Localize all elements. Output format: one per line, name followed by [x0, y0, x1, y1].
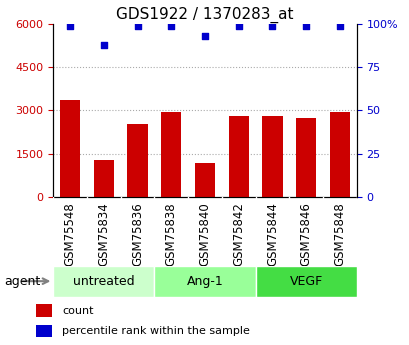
Bar: [36, 304, 52, 317]
Bar: [228, 116, 248, 197]
Bar: [94, 159, 114, 197]
Bar: [255, 266, 356, 297]
Title: GDS1922 / 1370283_at: GDS1922 / 1370283_at: [116, 7, 293, 23]
Point: [201, 33, 208, 39]
Text: GSM75842: GSM75842: [231, 202, 245, 266]
Text: count: count: [62, 306, 93, 315]
Text: percentile rank within the sample: percentile rank within the sample: [62, 326, 249, 336]
Bar: [154, 266, 255, 297]
Bar: [127, 124, 147, 197]
Point: [336, 23, 342, 29]
Text: untreated: untreated: [73, 275, 134, 288]
Bar: [329, 111, 349, 197]
Point: [168, 23, 174, 29]
Text: GSM75840: GSM75840: [198, 202, 211, 266]
Bar: [161, 111, 181, 197]
Point: [67, 23, 73, 29]
Bar: [60, 100, 80, 197]
Bar: [53, 266, 154, 297]
Text: GSM75844: GSM75844: [265, 202, 278, 266]
Text: GSM75838: GSM75838: [164, 202, 178, 266]
Point: [100, 42, 107, 48]
Bar: [262, 116, 282, 197]
Text: GSM75848: GSM75848: [333, 202, 346, 266]
Bar: [36, 325, 52, 337]
Text: Ang-1: Ang-1: [186, 275, 223, 288]
Text: GSM75846: GSM75846: [299, 202, 312, 266]
Point: [302, 23, 309, 29]
Text: agent: agent: [4, 275, 40, 288]
Point: [268, 23, 275, 29]
Bar: [194, 163, 215, 197]
Point: [235, 23, 241, 29]
Text: GSM75836: GSM75836: [131, 202, 144, 266]
Point: [134, 23, 141, 29]
Text: GSM75548: GSM75548: [63, 202, 76, 266]
Text: VEGF: VEGF: [289, 275, 322, 288]
Text: GSM75834: GSM75834: [97, 202, 110, 266]
Bar: [295, 118, 315, 197]
